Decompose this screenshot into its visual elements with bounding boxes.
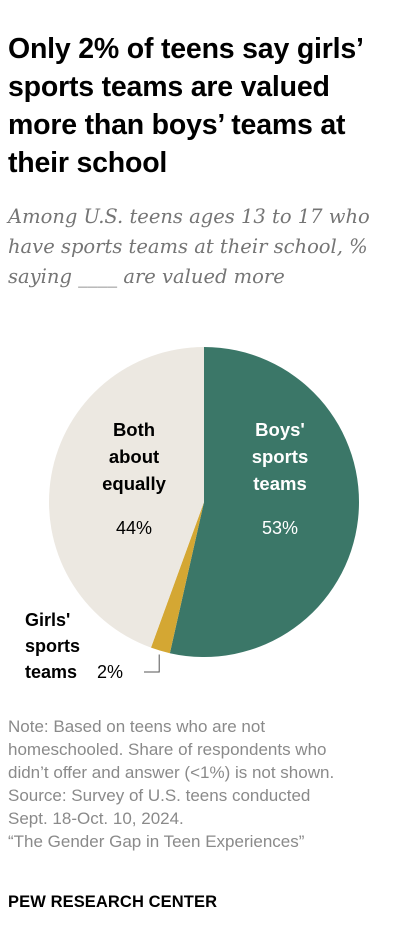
pie-slice-1 [150, 502, 204, 654]
slice-label-0: Boys' [255, 419, 305, 440]
chart-title-line: more than boys’ teams at [8, 109, 346, 141]
note-line: Note: Based on teens who are not [8, 717, 266, 736]
slice-label-0: sports [252, 446, 309, 467]
chart-subtitle-line: have sports teams at their school, % [8, 235, 368, 258]
chart-title: Only 2% of teens say girls’ sports teams… [8, 30, 400, 182]
pie-chart-svg: Boys' sports teams 53% Both about equally 44% Gi… [25, 347, 360, 682]
report-title-line: “The Gender Gap in Teen Experiences” [8, 832, 305, 851]
pie-slice-0 [169, 347, 360, 657]
chart-subtitle-line: Among U.S. teens ages 13 to 17 who [8, 205, 370, 228]
chart-title-line: their school [8, 147, 168, 179]
leader-line [144, 654, 160, 673]
slice-value-1: 2% [97, 662, 123, 682]
pie-slice-2 [49, 347, 205, 648]
source-line: Sept. 18-Oct. 10, 2024. [8, 809, 184, 828]
chart-notes: Note: Based on teens who are not homesch… [8, 715, 400, 853]
chart-subtitle-line: saying ____ are valued more [8, 265, 285, 288]
slice-label-1: sports [25, 636, 80, 656]
note-line: didn’t offer and answer (<1%) is not sho… [8, 763, 335, 782]
slice-value-2: 44% [116, 518, 152, 538]
slice-label-2: equally [102, 473, 166, 494]
slice-label-0: teams [253, 473, 306, 494]
slice-label-1: teams [25, 662, 77, 682]
chart-subtitle: Among U.S. teens ages 13 to 17 who have … [8, 202, 400, 292]
slice-label-2: Both [113, 419, 155, 440]
slice-label-1: Girls' [25, 610, 70, 630]
source-line: Source: Survey of U.S. teens conducted [8, 786, 311, 805]
slice-value-0: 53% [262, 518, 298, 538]
slice-label-2: about [109, 446, 159, 467]
pie-chart: Boys' sports teams 53% Both about equally 44% Gi… [0, 330, 400, 700]
chart-title-line: Only 2% of teens say girls’ [8, 33, 364, 65]
source-organization: PEW RESEARCH CENTER [8, 893, 218, 911]
note-line: homeschooled. Share of respondents who [8, 740, 327, 759]
chart-title-line: sports teams are valued [8, 71, 330, 103]
